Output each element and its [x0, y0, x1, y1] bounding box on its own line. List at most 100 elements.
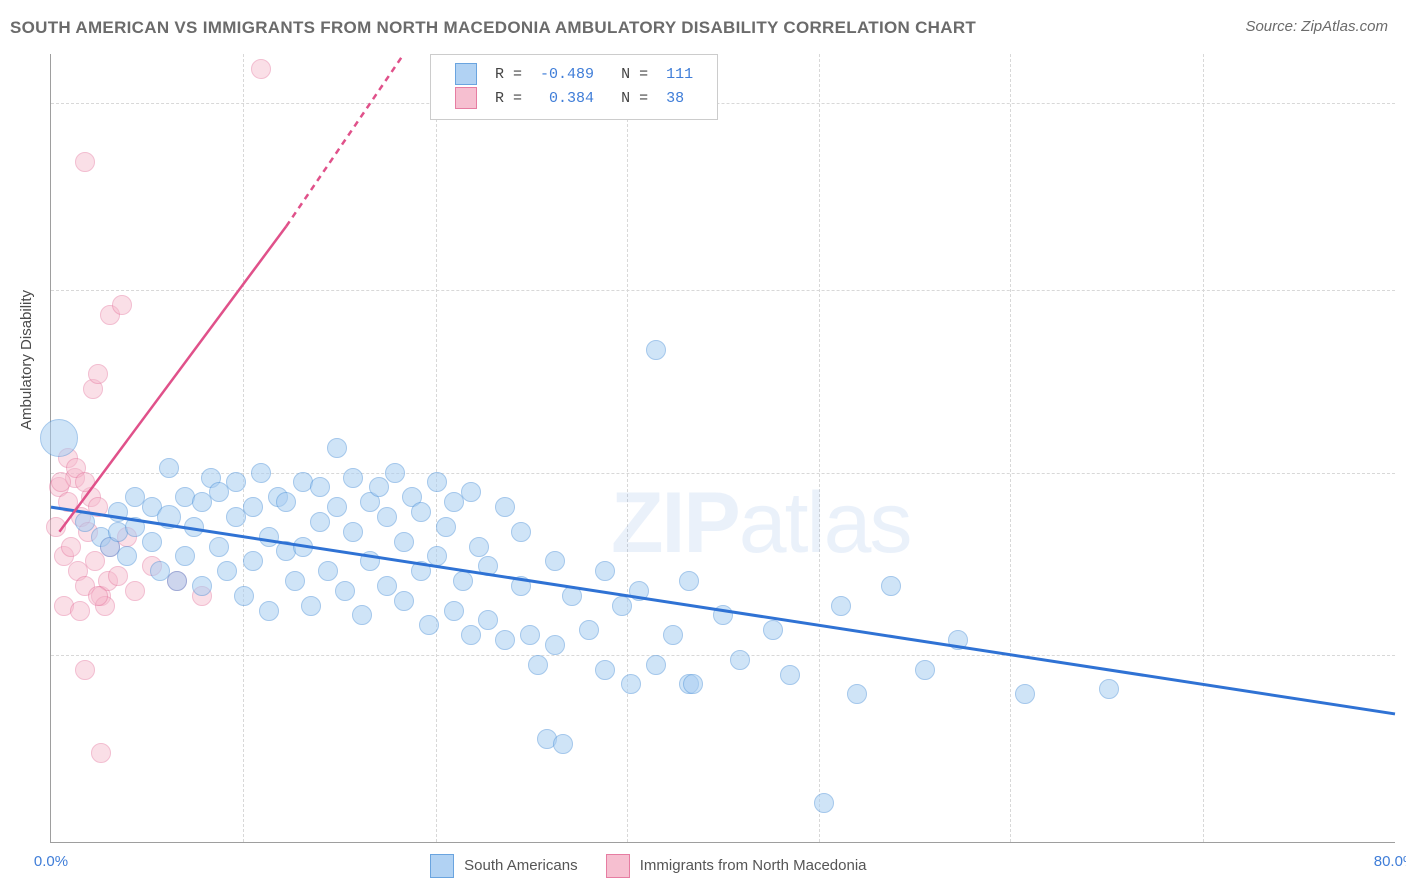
point-pink — [75, 472, 95, 492]
gridline-h — [51, 103, 1395, 104]
point-pink — [61, 537, 81, 557]
trendline — [59, 226, 286, 531]
point-blue — [318, 561, 338, 581]
point-pink — [88, 497, 108, 517]
point-blue — [310, 512, 330, 532]
point-pink — [58, 448, 78, 468]
point-blue — [683, 674, 703, 694]
point-blue — [75, 512, 95, 532]
gridline-v — [819, 54, 820, 842]
point-pink — [46, 517, 66, 537]
point-blue — [159, 458, 179, 478]
point-pink — [75, 660, 95, 680]
point-blue — [343, 522, 363, 542]
point-pink — [88, 586, 108, 606]
point-blue — [276, 541, 296, 561]
gridline-v — [627, 54, 628, 842]
point-blue — [511, 576, 531, 596]
point-blue — [327, 438, 347, 458]
point-blue — [192, 492, 212, 512]
point-pink — [117, 527, 137, 547]
point-pink — [81, 487, 101, 507]
point-blue — [91, 527, 111, 547]
point-pink — [100, 537, 120, 557]
point-blue — [612, 596, 632, 616]
point-blue — [1099, 679, 1119, 699]
point-blue — [276, 492, 296, 512]
point-blue — [243, 497, 263, 517]
point-blue — [234, 586, 254, 606]
source-label: Source: ZipAtlas.com — [1245, 18, 1388, 35]
gridline-v — [436, 54, 437, 842]
point-blue — [461, 625, 481, 645]
point-pink — [54, 596, 74, 616]
point-blue — [175, 487, 195, 507]
point-blue — [528, 655, 548, 675]
xtick-label: 80.0% — [1374, 853, 1406, 870]
point-blue — [444, 601, 464, 621]
point-blue — [150, 561, 170, 581]
gridline-v — [1010, 54, 1011, 842]
point-blue — [142, 532, 162, 552]
gridline-v — [1203, 54, 1204, 842]
point-blue — [562, 586, 582, 606]
point-blue — [125, 487, 145, 507]
swatch-blue-icon — [455, 63, 477, 85]
point-blue — [301, 596, 321, 616]
point-blue — [545, 551, 565, 571]
point-blue — [293, 472, 313, 492]
point-blue — [209, 537, 229, 557]
point-blue — [545, 635, 565, 655]
point-blue — [1015, 684, 1035, 704]
point-blue — [646, 655, 666, 675]
legend-item-blue: South Americans — [430, 854, 578, 878]
scatter-plot-area: ZIPatlas 3.8%7.5%11.2%15.0%0.0%80.0% — [50, 54, 1395, 843]
point-blue — [394, 591, 414, 611]
point-pink — [167, 571, 187, 591]
legend-row-pink: R = 0.384 N = 38 — [447, 87, 701, 109]
point-blue — [293, 537, 313, 557]
point-blue — [327, 497, 347, 517]
point-blue — [310, 477, 330, 497]
point-pink — [75, 576, 95, 596]
point-blue — [377, 576, 397, 596]
y-axis-label: Ambulatory Disability — [18, 290, 35, 430]
point-blue — [108, 502, 128, 522]
point-pink — [95, 596, 115, 616]
point-pink — [65, 468, 85, 488]
point-blue — [453, 571, 473, 591]
point-blue — [343, 468, 363, 488]
point-pink — [78, 522, 98, 542]
legend-row-blue: R = -0.489 N = 111 — [447, 63, 701, 85]
point-blue — [478, 610, 498, 630]
point-blue — [713, 605, 733, 625]
point-blue — [763, 620, 783, 640]
point-blue — [444, 492, 464, 512]
watermark: ZIPatlas — [611, 474, 910, 573]
point-blue — [646, 340, 666, 360]
point-blue — [411, 561, 431, 581]
point-pink — [66, 458, 86, 478]
point-blue — [537, 729, 557, 749]
gridline-h — [51, 290, 1395, 291]
point-blue — [629, 581, 649, 601]
point-pink — [49, 477, 69, 497]
point-blue — [553, 734, 573, 754]
point-blue — [427, 546, 447, 566]
point-blue — [679, 674, 699, 694]
point-pink — [75, 152, 95, 172]
gridline-v — [243, 54, 244, 842]
swatch-pink-icon — [455, 87, 477, 109]
point-pink — [91, 743, 111, 763]
point-blue — [495, 497, 515, 517]
point-blue — [520, 625, 540, 645]
point-pink — [142, 556, 162, 576]
point-blue — [268, 487, 288, 507]
point-blue — [579, 620, 599, 640]
point-blue — [679, 571, 699, 591]
chart-title: SOUTH AMERICAN VS IMMIGRANTS FROM NORTH … — [10, 18, 976, 38]
point-blue — [117, 546, 137, 566]
trendline — [286, 54, 404, 226]
point-blue — [142, 497, 162, 517]
point-blue — [436, 517, 456, 537]
